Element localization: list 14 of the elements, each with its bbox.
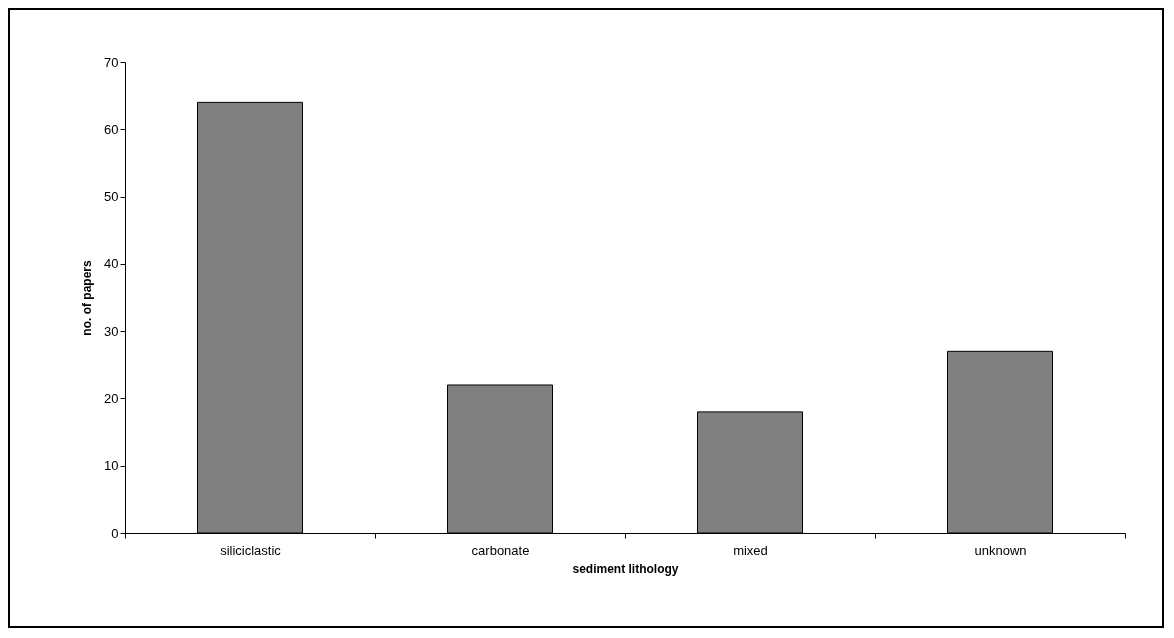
x-tick-label: mixed <box>733 542 768 558</box>
y-axis-title: no. of papers <box>80 260 95 336</box>
x-tick-label: unknown <box>974 542 1027 558</box>
y-tick-label: 30 <box>104 323 119 339</box>
y-tick-label: 20 <box>104 390 119 406</box>
y-tick-label: 70 <box>104 54 119 70</box>
x-tick-label: siliciclastic <box>220 542 282 558</box>
x-axis-title: sediment lithology <box>572 561 679 576</box>
y-tick-label: 40 <box>104 256 119 272</box>
y-tick-label: 50 <box>104 189 119 205</box>
y-tick-label: 10 <box>104 458 119 474</box>
y-tick-label: 0 <box>111 525 119 541</box>
y-tick-label: 60 <box>104 121 119 137</box>
x-tick-label: carbonate <box>471 542 530 558</box>
